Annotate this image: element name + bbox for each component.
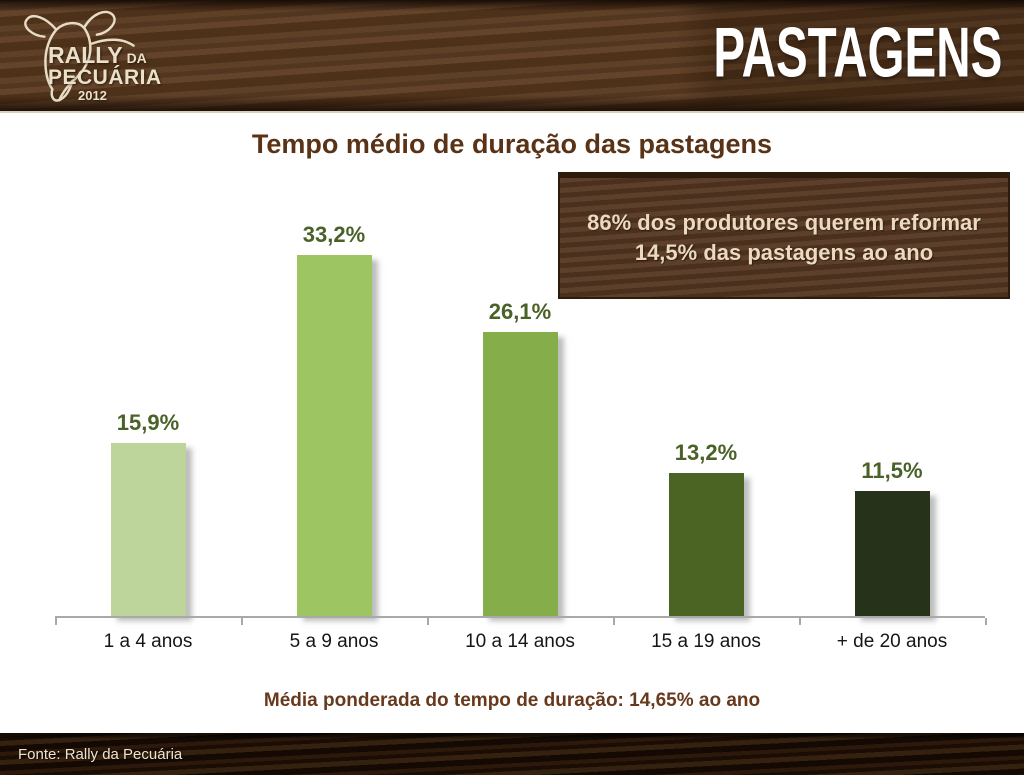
callout-box: 86% dos produtores querem reformar 14,5%… [558,172,1010,299]
category-label: 15 a 19 anos [651,631,761,652]
callout-text: 86% dos produtores querem reformar 14,5%… [587,210,981,265]
bar-group: 13,2% [613,440,799,616]
bar [110,443,186,616]
rally-da-pecuaria-logo: RALLY DA PECUÁRIA 2012 [12,4,182,110]
bar-value-label: 15,9% [116,410,180,435]
category-row: 1 a 4 anos 5 a 9 anos 10 a 14 anos 15 a 19 … [55,631,985,653]
logo-name-line1: RALLY DA [48,42,162,68]
bars-row: 15,9% 33,2% 26,1% 13,2% 11,5% [55,207,985,616]
bar-value-label: 11,5% [861,458,923,483]
logo-text: RALLY DA PECUÁRIA 2012 [48,42,162,103]
header-banner: RALLY DA PECUÁRIA 2012 PASTAGENS [0,0,1024,113]
slide-title: PASTAGENS [713,13,1002,93]
category-label: 5 a 9 anos [289,631,379,652]
bar-value-label: 33,2% [302,222,366,247]
bar [668,473,744,616]
bar-group: 15,9% [55,410,241,616]
bar-value-label: 13,2% [674,440,738,465]
bar-value-label: 26,1% [488,299,552,324]
category-label: + de 20 anos [836,631,948,652]
logo-da: DA [126,50,147,66]
axis-tick [799,618,801,625]
axis-tick [427,618,429,625]
axis-tick [613,618,615,625]
bar-group: 26,1% [427,299,613,616]
footer-strip: Fonte: Rally da Pecuária [0,733,1024,775]
category-label: 1 a 4 anos [103,631,193,652]
logo-name-line2: PECUÁRIA [48,66,162,90]
chart-title: Tempo médio de duração das pastagens [251,129,773,159]
axis-tick [985,618,987,625]
bar-group: 33,2% [241,222,427,616]
weighted-average-footnote: Média ponderada do tempo de duração: 14,… [263,690,761,711]
bar [482,332,558,616]
logo-year: 2012 [78,87,107,103]
category-label: 10 a 14 anos [465,631,575,652]
logo-rally: RALLY [48,42,123,68]
bar [854,491,930,616]
content-area: Tempo médio de duração das pastagens 86%… [0,115,1024,733]
bar-group: 11,5% [799,458,985,616]
axis-tick [55,618,57,625]
axis-tick [241,618,243,625]
source-text: Fonte: Rally da Pecuária [18,745,183,763]
x-axis-line [55,616,985,618]
bull-icon [24,10,135,102]
bar [296,255,372,616]
